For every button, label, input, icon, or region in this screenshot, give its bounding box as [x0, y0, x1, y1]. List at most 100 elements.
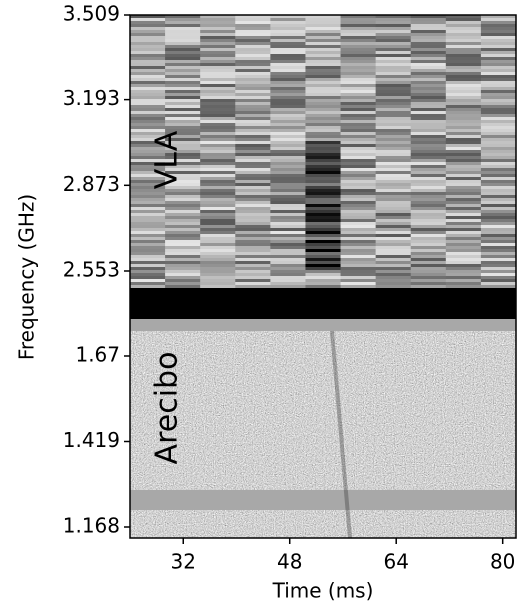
- spectrum-cell: [480, 168, 517, 172]
- spectrum-cell: [270, 282, 306, 286]
- spectrum-cell: [340, 33, 377, 37]
- spectrum-cell: [270, 69, 306, 73]
- spectrum-cell: [270, 219, 306, 223]
- spectrum-cell: [340, 129, 377, 133]
- spectrum-cell: [480, 258, 517, 262]
- spectrum-cell: [410, 165, 447, 169]
- spectrum-cell: [130, 27, 166, 31]
- x-tick-label: 48: [277, 550, 302, 574]
- spectrum-cell: [340, 276, 377, 280]
- spectrum-cell: [305, 42, 342, 46]
- spectrum-cell: [305, 237, 342, 241]
- spectrum-cell: [270, 210, 306, 214]
- spectrum-cell: [165, 132, 201, 136]
- spectrum-cell: [235, 237, 271, 241]
- spectrum-cell: [445, 54, 482, 58]
- spectrum-cell: [480, 48, 517, 52]
- spectrum-cell: [130, 285, 166, 289]
- spectrum-cell: [305, 45, 342, 49]
- spectrum-cell: [375, 126, 412, 130]
- spectrum-cell: [235, 219, 271, 223]
- spectrum-cell: [480, 276, 517, 280]
- spectrum-cell: [340, 36, 377, 40]
- spectrum-cell: [375, 69, 412, 73]
- spectrum-cell: [235, 117, 271, 121]
- spectrum-cell: [410, 240, 447, 244]
- spectrum-cell: [235, 252, 271, 256]
- spectrum-cell: [480, 45, 517, 49]
- spectrum-cell: [235, 48, 271, 52]
- spectrum-cell: [200, 117, 236, 121]
- spectrum-cell: [130, 60, 166, 64]
- spectrum-cell: [270, 153, 306, 157]
- spectrum-cell: [130, 45, 166, 49]
- spectrum-cell: [305, 111, 342, 115]
- spectrum-cell: [340, 21, 377, 25]
- spectrum-cell: [410, 84, 447, 88]
- spectrum-cell: [130, 240, 166, 244]
- spectrum-cell: [270, 234, 306, 238]
- spectrum-cell: [340, 243, 377, 247]
- spectrum-cell: [410, 111, 447, 115]
- spectrum-cell: [270, 123, 306, 127]
- spectrum-cell: [270, 33, 306, 37]
- spectrum-cell: [305, 114, 342, 118]
- spectrum-cell: [480, 273, 517, 277]
- spectrum-cell: [340, 144, 377, 148]
- spectrum-cell: [375, 18, 412, 22]
- spectrum-cell: [165, 150, 201, 154]
- spectrum-cell: [375, 42, 412, 46]
- spectrum-cell: [340, 93, 377, 97]
- spectrum-cell: [375, 48, 412, 52]
- spectrum-cell: [375, 84, 412, 88]
- spectrum-cell: [270, 156, 306, 160]
- spectrum-cell: [445, 249, 482, 253]
- spectrum-cell: [340, 120, 377, 124]
- spectrum-cell: [410, 39, 447, 43]
- spectrum-cell: [375, 219, 412, 223]
- spectrum-cell: [165, 42, 201, 46]
- spectrum-cell: [445, 264, 482, 268]
- spectrum-cell: [410, 171, 447, 175]
- spectrum-cell: [445, 144, 482, 148]
- spectrum-cell: [375, 240, 412, 244]
- spectrum-cell: [305, 156, 342, 160]
- spectrum-cell: [270, 138, 306, 142]
- spectrum-cell: [410, 57, 447, 61]
- spectrum-cell: [375, 273, 412, 277]
- spectrum-cell: [165, 102, 201, 106]
- spectrum-cell: [375, 72, 412, 76]
- spectrum-cell: [165, 57, 201, 61]
- spectrum-cell: [340, 216, 377, 220]
- spectrum-cell: [480, 60, 517, 64]
- spectrum-cell: [200, 96, 236, 100]
- spectrum-cell: [270, 261, 306, 265]
- spectrum-cell: [200, 276, 236, 280]
- spectrum-cell: [375, 258, 412, 262]
- spectrum-cell: [270, 51, 306, 55]
- spectrum-cell: [305, 84, 342, 88]
- spectrum-cell: [235, 96, 271, 100]
- flagged-channels: [130, 490, 516, 510]
- spectrum-cell: [165, 171, 201, 175]
- spectrum-cell: [165, 87, 201, 91]
- spectrum-cell: [305, 252, 342, 256]
- spectrum-cell: [480, 249, 517, 253]
- spectrum-cell: [200, 228, 236, 232]
- spectrum-cell: [165, 33, 201, 37]
- spectrum-cell: [130, 36, 166, 40]
- spectrum-cell: [375, 108, 412, 112]
- spectrum-cell: [340, 84, 377, 88]
- spectrum-cell: [340, 171, 377, 175]
- spectrum-cell: [375, 45, 412, 49]
- spectrum-cell: [445, 114, 482, 118]
- spectrum-cell: [305, 126, 342, 130]
- spectrum-cell: [235, 75, 271, 79]
- spectrum-cell: [445, 138, 482, 142]
- spectrum-cell: [200, 237, 236, 241]
- spectrum-cell: [305, 33, 342, 37]
- spectrum-cell: [200, 108, 236, 112]
- spectrum-cell: [270, 237, 306, 241]
- spectrum-cell: [130, 159, 166, 163]
- spectrum-cell: [305, 75, 342, 79]
